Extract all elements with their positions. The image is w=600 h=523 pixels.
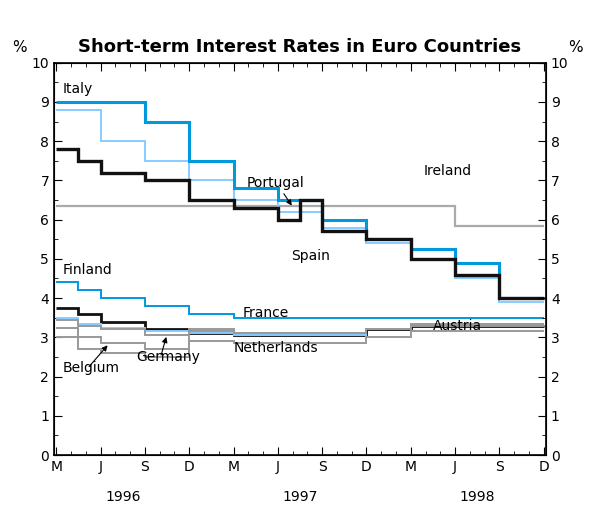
- Text: 1997: 1997: [283, 491, 317, 504]
- Text: Ireland: Ireland: [424, 164, 472, 178]
- Text: Italy: Italy: [63, 82, 93, 96]
- Text: France: France: [242, 305, 289, 320]
- Text: Netherlands: Netherlands: [233, 341, 318, 355]
- Title: Short-term Interest Rates in Euro Countries: Short-term Interest Rates in Euro Countr…: [79, 38, 521, 55]
- Text: Spain: Spain: [291, 249, 330, 263]
- Text: Portugal: Portugal: [247, 176, 305, 190]
- Text: %: %: [12, 40, 27, 55]
- Text: 1998: 1998: [460, 491, 495, 504]
- Text: %: %: [568, 40, 583, 55]
- Text: 1996: 1996: [105, 491, 140, 504]
- Text: Finland: Finland: [63, 263, 113, 277]
- Text: Germany: Germany: [136, 350, 200, 364]
- Text: Belgium: Belgium: [63, 360, 120, 374]
- Text: Austria: Austria: [433, 319, 482, 333]
